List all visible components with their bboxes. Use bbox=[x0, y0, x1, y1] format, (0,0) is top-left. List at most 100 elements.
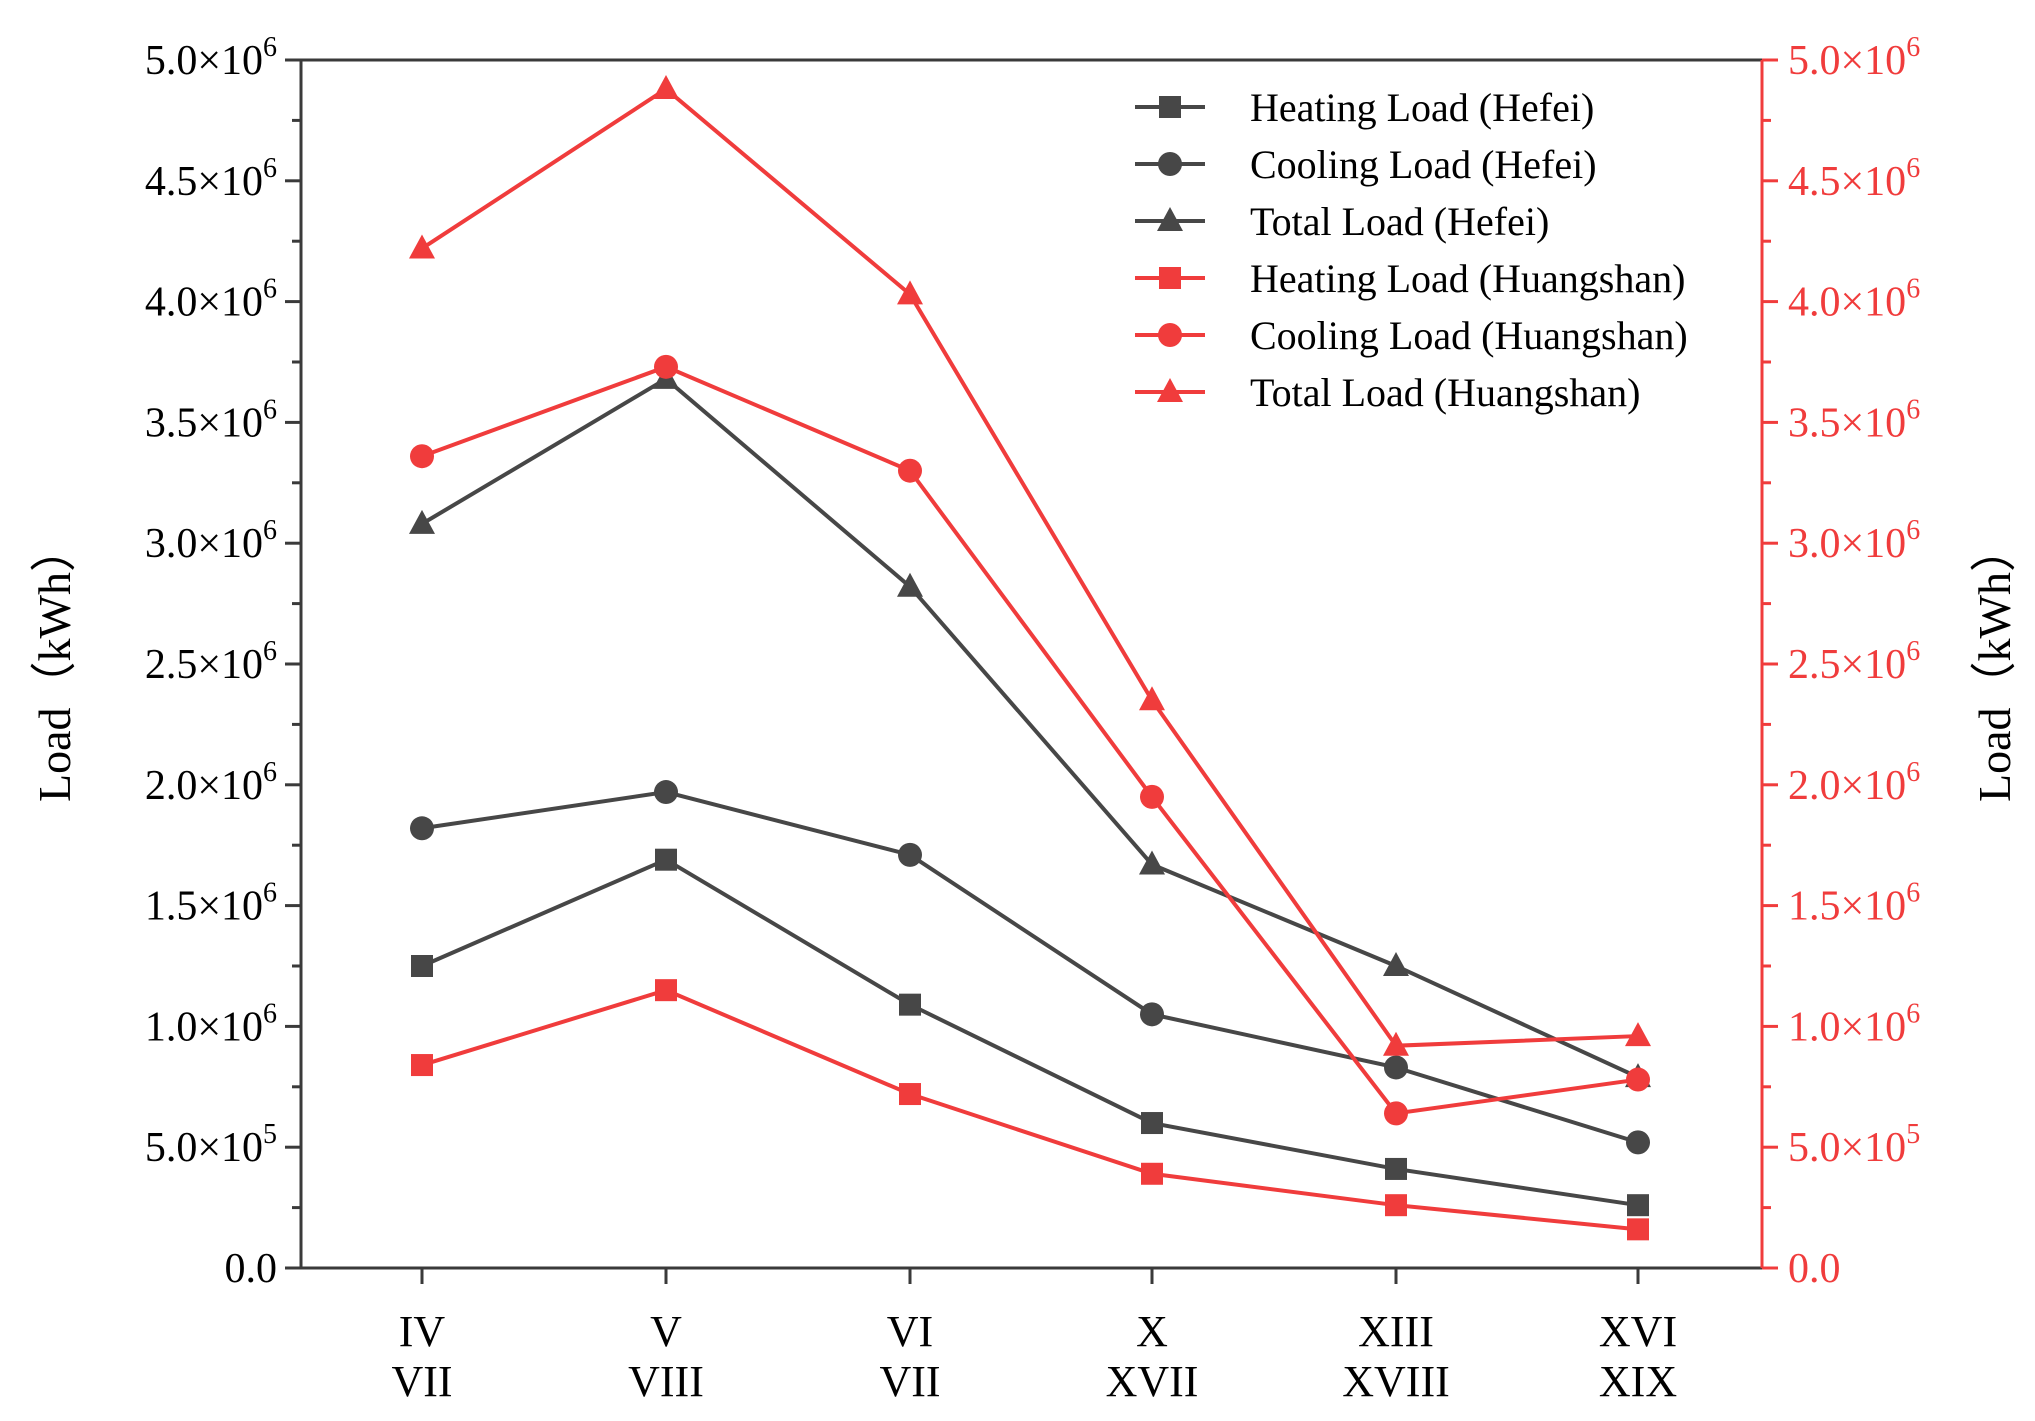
data-point bbox=[898, 842, 922, 867]
legend-label: Cooling Load (Hefei) bbox=[1250, 142, 1597, 187]
series-2 bbox=[409, 364, 1651, 1088]
left-tick-label: 0.0 bbox=[225, 1246, 278, 1292]
data-point bbox=[1627, 1194, 1649, 1217]
x-category-label: XVIII bbox=[1342, 1357, 1450, 1406]
data-point bbox=[409, 509, 435, 534]
series-layer bbox=[409, 74, 1651, 1241]
right-tick-label: 2.0×106 bbox=[1788, 757, 1920, 809]
x-category-label: XIII bbox=[1358, 1307, 1434, 1356]
series-line bbox=[420, 86, 1639, 1048]
axes-layer: 0.0 0.0 5.0×105 5.0×105 1.0×106 1.0×106 1.5×10… bbox=[29, 32, 2020, 1406]
data-point bbox=[411, 1054, 433, 1077]
legend-entry: Heating Load (Hefei) bbox=[1135, 85, 1594, 130]
series-3 bbox=[411, 979, 1649, 1241]
right-tick-label: 3.0×106 bbox=[1788, 515, 1920, 567]
legend-entry: Cooling Load (Hefei) bbox=[1135, 142, 1597, 187]
series-line bbox=[420, 376, 1639, 1079]
legend-marker bbox=[1158, 323, 1182, 347]
data-point bbox=[899, 993, 921, 1016]
data-point bbox=[899, 1083, 921, 1106]
right-tick-label: 0.0 bbox=[1788, 1246, 1841, 1292]
left-tick-label: 1.0×106 bbox=[145, 998, 277, 1050]
data-point bbox=[898, 458, 922, 483]
data-point bbox=[410, 444, 434, 469]
left-tick-label: 3.5×106 bbox=[145, 394, 277, 446]
series-1 bbox=[410, 780, 1650, 1155]
data-point bbox=[410, 816, 434, 841]
legend-entry: Total Load (Huangshan) bbox=[1135, 370, 1640, 415]
data-point bbox=[1625, 1022, 1651, 1047]
left-tick-label: 5.0×106 bbox=[145, 32, 277, 84]
x-category-label: V bbox=[650, 1307, 682, 1356]
data-point bbox=[1141, 1162, 1163, 1185]
data-point bbox=[897, 572, 923, 597]
data-point bbox=[1383, 1031, 1409, 1056]
data-point bbox=[1385, 1194, 1407, 1217]
right-tick-label: 1.0×106 bbox=[1788, 998, 1920, 1050]
legend-marker bbox=[1157, 378, 1183, 402]
data-point bbox=[655, 848, 677, 871]
legend-label: Total Load (Huangshan) bbox=[1250, 370, 1640, 415]
left-tick-label: 4.0×106 bbox=[145, 274, 277, 326]
data-point bbox=[654, 780, 678, 805]
x-category-label: XVII bbox=[1106, 1357, 1199, 1406]
right-tick-label: 4.5×106 bbox=[1788, 153, 1920, 205]
x-category-label: XVI bbox=[1599, 1307, 1677, 1356]
data-point bbox=[1383, 952, 1409, 976]
legend-label: Cooling Load (Huangshan) bbox=[1250, 313, 1688, 358]
x-category-label: VIII bbox=[628, 1357, 704, 1406]
data-point bbox=[1384, 1101, 1408, 1126]
data-point bbox=[655, 979, 677, 1002]
right-tick-label: 5.0×106 bbox=[1788, 32, 1920, 84]
data-point bbox=[1140, 784, 1164, 809]
left-tick-label: 2.5×106 bbox=[145, 636, 277, 688]
left-axis-title: Load（kWh） bbox=[29, 526, 80, 802]
right-tick-label: 5.0×105 bbox=[1788, 1119, 1920, 1171]
data-point bbox=[897, 280, 923, 305]
data-point bbox=[1385, 1157, 1407, 1180]
data-point bbox=[409, 234, 435, 259]
left-tick-label: 5.0×105 bbox=[145, 1119, 277, 1171]
legend: Heating Load (Hefei) Cooling Load (Hefei)… bbox=[1135, 85, 1688, 415]
data-point bbox=[1384, 1055, 1408, 1080]
data-point bbox=[1627, 1218, 1649, 1241]
left-tick-label: 2.0×106 bbox=[145, 757, 277, 809]
x-category-label: IV bbox=[399, 1307, 446, 1356]
series-0 bbox=[411, 848, 1649, 1217]
data-point bbox=[653, 74, 679, 99]
data-point bbox=[1139, 850, 1165, 875]
legend-entry: Cooling Load (Huangshan) bbox=[1135, 313, 1688, 358]
right-tick-label: 3.5×106 bbox=[1788, 394, 1920, 446]
legend-marker bbox=[1158, 152, 1182, 176]
series-line bbox=[421, 790, 1639, 1145]
data-point bbox=[1140, 1002, 1164, 1027]
legend-label: Heating Load (Hefei) bbox=[1250, 85, 1594, 130]
series-4 bbox=[410, 354, 1650, 1126]
legend-label: Total Load (Hefei) bbox=[1250, 199, 1549, 244]
legend-marker bbox=[1159, 267, 1181, 289]
data-point bbox=[1139, 686, 1165, 711]
series-line bbox=[421, 988, 1639, 1232]
x-category-label: XIX bbox=[1599, 1357, 1677, 1406]
legend-entry: Heating Load (Huangshan) bbox=[1135, 256, 1685, 301]
series-line bbox=[421, 364, 1639, 1116]
right-tick-label: 4.0×106 bbox=[1788, 274, 1920, 326]
series-5 bbox=[409, 74, 1651, 1056]
left-tick-label: 4.5×106 bbox=[145, 153, 277, 205]
right-axis-title: Load（kWh） bbox=[1969, 526, 2020, 802]
legend-entry: Total Load (Hefei) bbox=[1135, 199, 1549, 244]
data-point bbox=[411, 955, 433, 977]
legend-label: Heating Load (Huangshan) bbox=[1250, 256, 1685, 301]
right-tick-label: 1.5×106 bbox=[1788, 878, 1920, 930]
left-tick-label: 1.5×106 bbox=[145, 878, 277, 930]
data-point bbox=[654, 354, 678, 379]
x-category-label: X bbox=[1136, 1307, 1168, 1356]
x-category-label: VII bbox=[391, 1357, 452, 1406]
right-tick-label: 2.5×106 bbox=[1788, 636, 1920, 688]
series-line bbox=[421, 857, 1639, 1208]
legend-marker bbox=[1159, 96, 1181, 118]
legend-marker bbox=[1157, 207, 1183, 231]
left-tick-label: 3.0×106 bbox=[145, 515, 277, 567]
x-category-label: VI bbox=[887, 1307, 933, 1356]
